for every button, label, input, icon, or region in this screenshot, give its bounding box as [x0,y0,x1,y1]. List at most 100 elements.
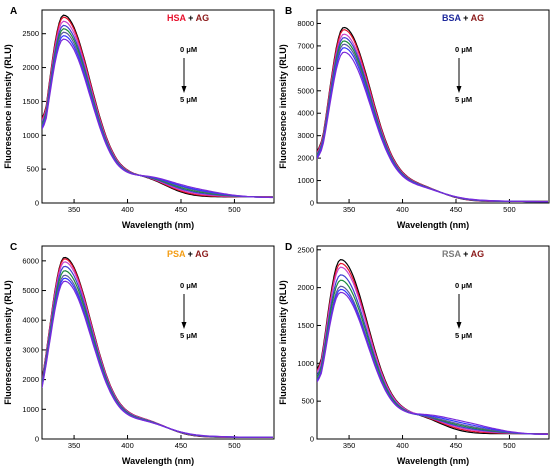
concentration-end-label: 5 μM [180,95,197,104]
protein-name: BSA [442,13,462,23]
protein-name: HSA [167,13,187,23]
y-tick-label: 500 [26,165,39,174]
x-tick-label: 350 [68,205,81,214]
y-tick-label: 5000 [297,86,314,95]
x-tick-label: 400 [396,205,409,214]
spectrum-line-5 [317,40,548,203]
spectrum-line-7 [317,47,548,203]
plus-sign: + [461,249,471,259]
panel-letter: A [10,6,17,17]
plus-sign: + [186,13,196,23]
spectrum-line-4 [317,36,548,203]
y-tick-label: 1000 [297,176,314,185]
spectrum-line-8 [42,280,273,438]
y-tick-label: 0 [310,199,314,208]
y-tick-label: 2500 [297,245,314,254]
x-axis-label: Wavelength (nm) [122,220,194,230]
concentration-start-label: 0 μM [180,45,197,54]
y-tick-label: 8000 [297,19,314,28]
x-tick-label: 500 [503,205,516,214]
spectra [42,14,273,199]
panel-d: 350 400 450 500 0 500 1000 1500 2000 2500 Waveleng… [278,242,550,466]
concentration-start-label: 0 μM [455,45,472,54]
y-tick-label: 1000 [22,405,39,414]
concentration-end-label: 5 μM [180,331,197,340]
panel-letter: C [10,242,17,253]
y-tick-label: 1500 [297,321,314,330]
x-tick-label: 500 [228,441,241,450]
concentration-arrow-head [456,86,462,93]
x-tick-label: 350 [343,205,356,214]
spectrum-line-6 [42,274,273,438]
spectrum-line-8 [42,38,273,199]
x-tick-label: 400 [121,441,134,450]
y-axis-label: Fluorescence intensity (RLU) [3,44,13,169]
ligand-name: AG [471,249,485,259]
concentration-start-label: 0 μM [455,281,472,290]
y-tick-label: 6000 [297,64,314,73]
plot-frame [41,9,275,204]
y-tick-label: 2000 [22,63,39,72]
x-tick-label: 500 [228,205,241,214]
y-tick-label: 0 [310,435,314,444]
spectrum-line-2 [317,262,548,435]
x-tick-label: 350 [343,441,356,450]
x-tick-label: 400 [121,205,134,214]
y-tick-label: 5000 [22,286,39,295]
panel-letter: D [285,242,292,253]
spectrum-line-8 [317,291,548,435]
spectrum-line-8 [317,51,548,203]
plot-frame [316,9,550,204]
y-tick-label: 2000 [297,154,314,163]
x-axis-label: Wavelength (nm) [397,456,469,466]
panel-title: RSA + AG [442,249,484,259]
y-tick-label: 1000 [297,359,314,368]
spectra [42,256,273,438]
spectra [317,26,548,203]
plus-sign: + [461,13,471,23]
x-axis-label: Wavelength (nm) [397,220,469,230]
x-tick-label: 350 [68,441,81,450]
y-tick-label: 2000 [22,375,39,384]
y-tick-label: 0 [35,435,39,444]
spectrum-line-2 [317,29,548,202]
y-tick-label: 1000 [22,131,39,140]
concentration-arrow-head [181,86,187,93]
ligand-name: AG [195,249,209,259]
y-tick-label: 1500 [22,97,39,106]
spectrum-line-6 [317,285,548,435]
concentration-start-label: 0 μM [180,281,197,290]
panel-title: PSA + AG [167,249,209,259]
x-tick-label: 450 [175,441,188,450]
x-tick-label: 450 [175,205,188,214]
spectrum-line-7 [42,277,273,438]
spectrum-line-6 [317,43,548,203]
y-axis-label: Fluorescence intensity (RLU) [3,280,13,405]
y-axis-label: Fluorescence intensity (RLU) [278,44,288,169]
ligand-name: AG [471,13,485,23]
panel-title: BSA + AG [442,13,484,23]
panel-a: 350 400 450 500 0 500 1000 1500 2000 2500 Waveleng… [3,6,275,230]
panel-b: 350 400 450 5000100020003000400050006000700… [278,6,550,230]
y-tick-label: 2000 [297,283,314,292]
panel-title: HSA + AG [167,13,209,23]
x-tick-label: 400 [396,441,409,450]
y-tick-label: 3000 [297,131,314,140]
plot-frame [41,245,275,440]
spectrum-line-7 [42,35,273,198]
y-tick-label: 4000 [297,109,314,118]
protein-name: RSA [442,249,462,259]
spectrum-line-3 [317,33,548,203]
y-tick-label: 3000 [22,345,39,354]
ligand-name: AG [196,13,210,23]
concentration-arrow-head [181,322,187,329]
spectrum-line-7 [317,288,548,435]
panel-letter: B [285,6,292,17]
y-tick-label: 0 [35,199,39,208]
y-axis-label: Fluorescence intensity (RLU) [278,280,288,405]
concentration-end-label: 5 μM [455,95,472,104]
plus-sign: + [185,249,195,259]
y-tick-label: 4000 [22,316,39,325]
panel-c: 350 400 450 5000100020003000400050006000Wav… [3,242,275,466]
